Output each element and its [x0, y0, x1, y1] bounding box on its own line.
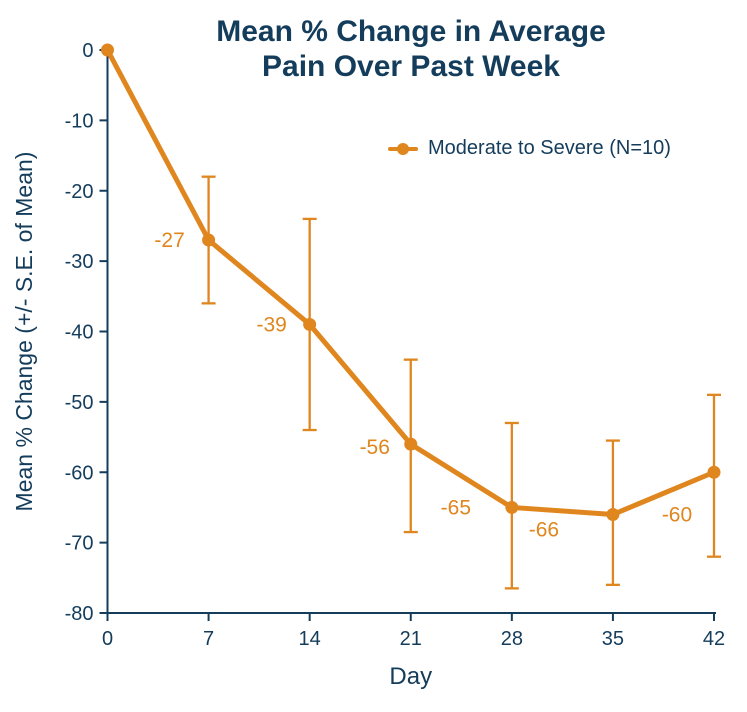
y-tick-label: -20: [65, 181, 94, 203]
x-tick-label: 28: [501, 628, 523, 650]
legend-dot-icon: [397, 142, 409, 155]
y-tick-label: -70: [65, 533, 94, 555]
x-tick-label: 0: [102, 628, 113, 650]
y-axis-title: Mean % Change (+/- S.E. of Mean): [11, 152, 37, 512]
x-axis-title: Day: [389, 663, 432, 690]
data-point: [202, 233, 216, 247]
y-tick-label: -10: [65, 110, 94, 132]
data-point-label: -39: [256, 313, 286, 336]
data-point: [404, 437, 418, 451]
data-point: [101, 43, 114, 57]
y-tick-label: -50: [65, 392, 94, 414]
data-point-label: -66: [529, 518, 559, 541]
data-point: [606, 507, 620, 521]
data-point: [303, 317, 317, 331]
data-point-label: -60: [662, 503, 692, 526]
x-tick-label: 42: [703, 628, 725, 650]
legend-line-dot-marker-icon: [388, 142, 418, 155]
x-tick-label: 14: [299, 628, 321, 650]
chart-title-line1: Mean % Change in Average: [216, 15, 606, 48]
y-tick-label: -60: [65, 462, 94, 484]
y-tick-label: -30: [65, 251, 94, 273]
legend: Moderate to Severe (N=10): [388, 137, 671, 160]
data-point: [505, 500, 519, 514]
data-point-label: -56: [360, 436, 390, 459]
y-tick-label: 0: [82, 40, 93, 62]
y-tick-label: -80: [65, 603, 94, 625]
y-tick-label: -40: [65, 322, 94, 344]
data-point-label: -27: [154, 229, 184, 252]
x-tick-label: 21: [400, 628, 422, 650]
data-point-label: -65: [441, 496, 471, 519]
data-point: [707, 465, 721, 479]
legend-label: Moderate to Severe (N=10): [428, 137, 671, 159]
chart-title: Mean % Change in Average Pain Over Past …: [75, 14, 747, 84]
chart-title-line2: Pain Over Past Week: [262, 50, 560, 83]
x-tick-label: 35: [602, 628, 624, 650]
x-tick-label: 7: [203, 628, 214, 650]
